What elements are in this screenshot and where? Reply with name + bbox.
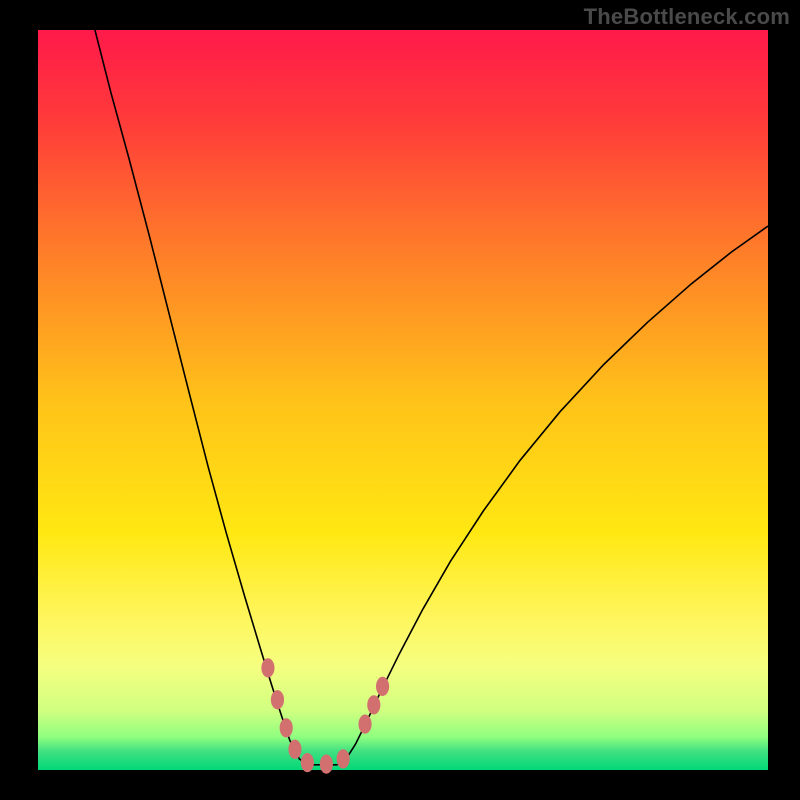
curve-marker	[358, 715, 371, 734]
plot-area	[38, 30, 768, 770]
curve-marker	[337, 749, 350, 768]
curve-marker	[376, 677, 389, 696]
left-curve	[95, 30, 308, 765]
curve-marker	[271, 690, 284, 709]
curve-marker	[261, 658, 274, 677]
curve-marker	[320, 754, 333, 773]
curve-marker	[280, 718, 293, 737]
right-curve	[337, 226, 768, 765]
curve-marker	[288, 740, 301, 759]
curve-marker	[301, 753, 314, 772]
chart-svg	[38, 30, 768, 770]
watermark-text: TheBottleneck.com	[584, 4, 790, 30]
curve-marker	[367, 695, 380, 714]
